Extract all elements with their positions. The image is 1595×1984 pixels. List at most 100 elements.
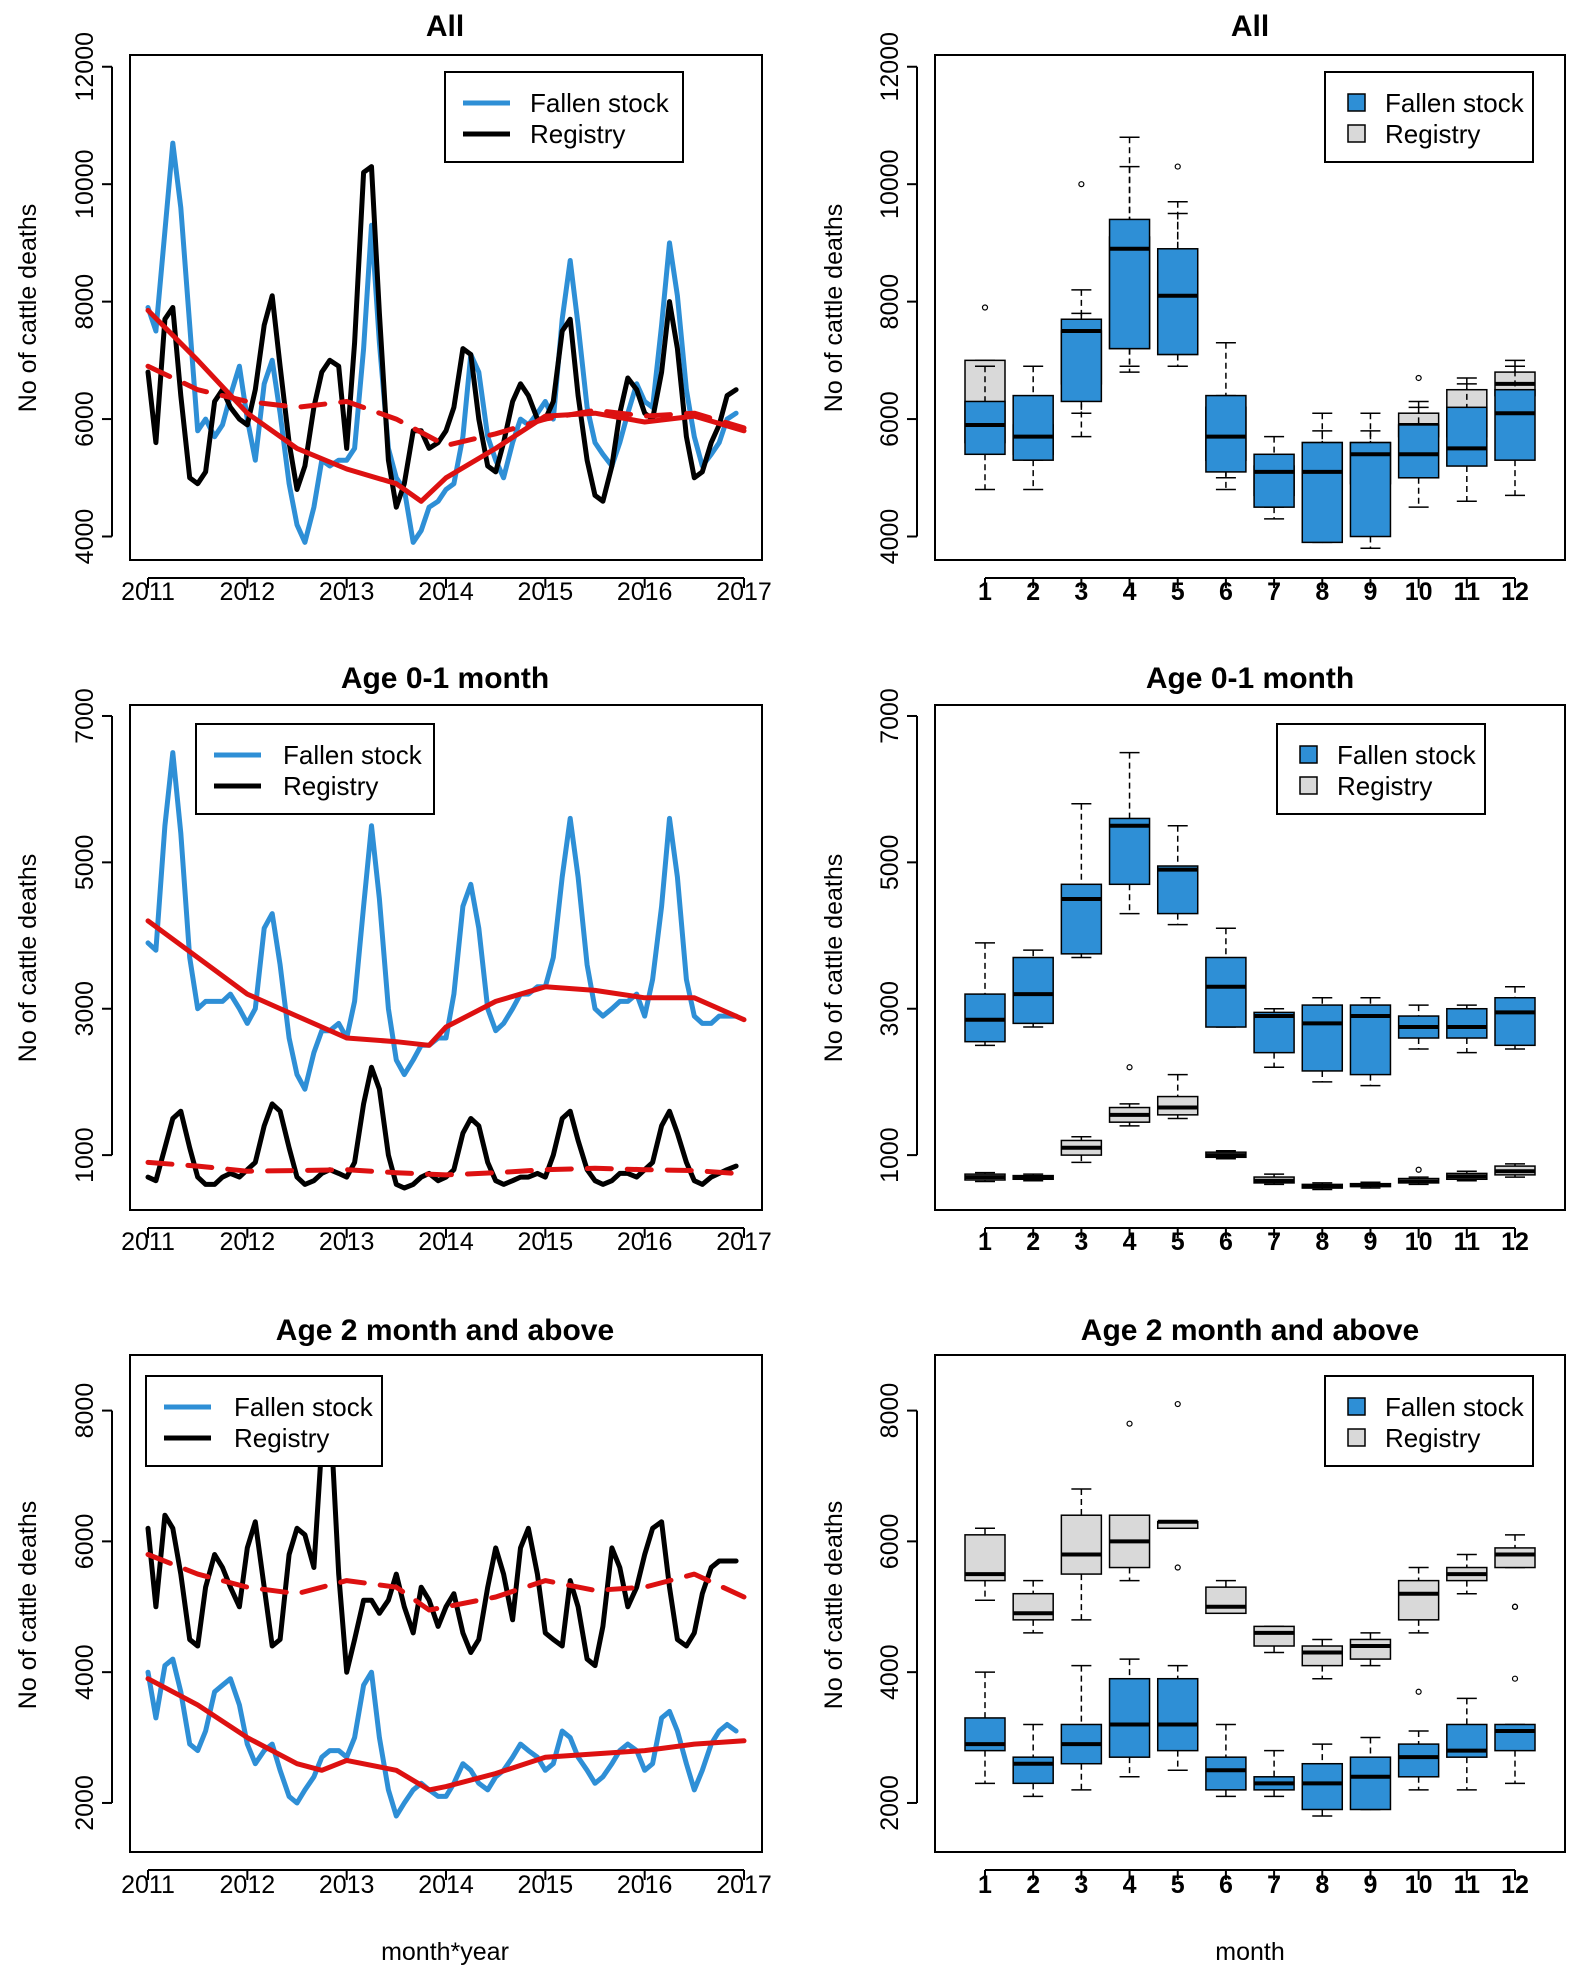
x-tick-label: 10: [1405, 1871, 1433, 1899]
plot-area: [145, 750, 747, 1191]
box-body: [1349, 1638, 1392, 1660]
fallen-box: [1494, 986, 1536, 1050]
plot-frame: [129, 704, 763, 1211]
plot-area: [964, 751, 1536, 1191]
x-axis-label: month*year: [381, 1938, 509, 1966]
y-tick-label: 12000: [71, 32, 99, 102]
y-tick-label: 10000: [71, 149, 99, 219]
legend-registry-label: Registry: [283, 771, 378, 801]
x-tick-label: 2: [1026, 578, 1040, 606]
y-tick-label: 8000: [71, 274, 99, 330]
plot-frame: [934, 54, 1566, 561]
y-axis-label: No of cattle deaths: [820, 204, 848, 412]
x-tick-label: 6: [1219, 1871, 1233, 1899]
box-body: [1012, 1592, 1054, 1621]
fallen-box: [1494, 359, 1536, 497]
y-tick-label: 10000: [876, 149, 904, 219]
fallen-box: [1205, 1723, 1247, 1798]
registry-line: [145, 1401, 739, 1675]
outlier-point: [981, 304, 989, 311]
x-ticks: 2011 2012 2013 2014 2015 2016 2017: [121, 1227, 772, 1256]
x-tick-label: 7: [1267, 1228, 1281, 1256]
fallen-box: [1446, 383, 1488, 503]
box-body: [1156, 865, 1199, 915]
x-ticks: 1 2 3 4 5 6 7 8 9 10 11 12: [978, 1227, 1529, 1256]
legend: Fallen stock Registry: [1324, 1375, 1534, 1467]
fallen-box: [1156, 1664, 1199, 1772]
y-ticks: 4000 6000 8000 10000 12000: [71, 32, 113, 565]
fallen-box: [1349, 412, 1392, 550]
x-tick-label: 4: [1123, 578, 1137, 606]
legend-fallen-swatch: [1347, 1397, 1366, 1416]
y-tick-label: 5000: [876, 835, 904, 891]
panel-title: All: [426, 10, 464, 43]
fallen-box: [1108, 751, 1151, 915]
box-body: [964, 400, 1006, 456]
y-tick-label: 4000: [876, 1644, 904, 1700]
box-body: [1108, 1677, 1151, 1758]
registry-box: [1108, 1064, 1151, 1127]
plot-area: [964, 136, 1536, 550]
registry-box: [1060, 1136, 1103, 1164]
y-tick-label: 2000: [71, 1775, 99, 1831]
y-tick-label: 3000: [876, 981, 904, 1037]
legend-fallen-label: Fallen stock: [1385, 88, 1525, 118]
x-tick-label: 10: [1405, 578, 1433, 606]
y-tick-label: 6000: [71, 1514, 99, 1570]
y-tick-label: 4000: [876, 509, 904, 565]
x-tick-label: 2017: [716, 1871, 772, 1899]
panel-title: Age 0-1 month: [1146, 662, 1354, 695]
x-tick-label: 5: [1171, 578, 1185, 606]
legend-registry-label: Registry: [530, 119, 625, 149]
y-tick-label: 2000: [876, 1775, 904, 1831]
x-tick-label: 5: [1171, 1228, 1185, 1256]
fallen-box: [1012, 365, 1054, 491]
registry-box: [1012, 1579, 1054, 1634]
x-tick-label: 8: [1315, 1871, 1329, 1899]
registry-box: [1446, 1170, 1488, 1182]
y-tick-label: 4000: [71, 509, 99, 565]
x-tick-label: 2: [1026, 1228, 1040, 1256]
y-tick-label: 8000: [71, 1383, 99, 1439]
fallen-box: [1301, 1743, 1344, 1817]
fallen-box: [1012, 949, 1054, 1028]
y-tick-label: 12000: [876, 32, 904, 102]
registry-box: [1156, 1073, 1199, 1120]
legend: Fallen stock Registry: [1276, 723, 1486, 815]
box-body: [1205, 1586, 1247, 1615]
outlier-point: [1078, 181, 1085, 188]
box-body: [1301, 441, 1344, 544]
x-tick-label: 2013: [319, 1228, 375, 1256]
x-tick-label: 2015: [518, 578, 574, 606]
x-tick-label: 3: [1074, 1871, 1088, 1899]
legend-registry-swatch: [1347, 124, 1366, 143]
registry-box: [1349, 1181, 1392, 1189]
registry-line: [145, 164, 739, 510]
y-ticks: 2000 4000 6000 8000: [876, 1383, 918, 1831]
box-body: [1397, 1743, 1440, 1778]
legend-box: [444, 71, 684, 163]
box-body: [1253, 1011, 1295, 1054]
legend-fallen-label: Fallen stock: [530, 88, 670, 118]
legend-box: [1324, 1375, 1534, 1467]
y-axis-label: No of cattle deaths: [14, 204, 42, 412]
outlier-point: [1174, 1564, 1181, 1571]
outlier-point: [1415, 374, 1422, 382]
legend-registry-swatch: [1347, 1428, 1366, 1447]
y-tick-label: 8000: [876, 274, 904, 330]
panel-title: Age 2 month and above: [276, 1314, 614, 1347]
registry-box: [1012, 1173, 1054, 1182]
outlier-point: [1126, 1420, 1133, 1427]
box-body: [1301, 1762, 1344, 1811]
outlier-point: [1174, 1400, 1181, 1408]
y-ticks: 4000 6000 8000 10000 12000: [876, 32, 918, 565]
box-body: [1060, 1514, 1103, 1575]
x-tick-label: 12: [1501, 1871, 1529, 1899]
y-ticks: 1000 3000 5000 7000: [876, 688, 918, 1183]
x-ticks: 1 2 3 4 5 6 7 8 9 10 11 12: [978, 577, 1529, 606]
legend-box: [195, 723, 435, 815]
legend-fallen-label: Fallen stock: [283, 740, 423, 770]
y-tick-label: 4000: [71, 1644, 99, 1700]
x-tick-label: 1: [978, 1228, 992, 1256]
